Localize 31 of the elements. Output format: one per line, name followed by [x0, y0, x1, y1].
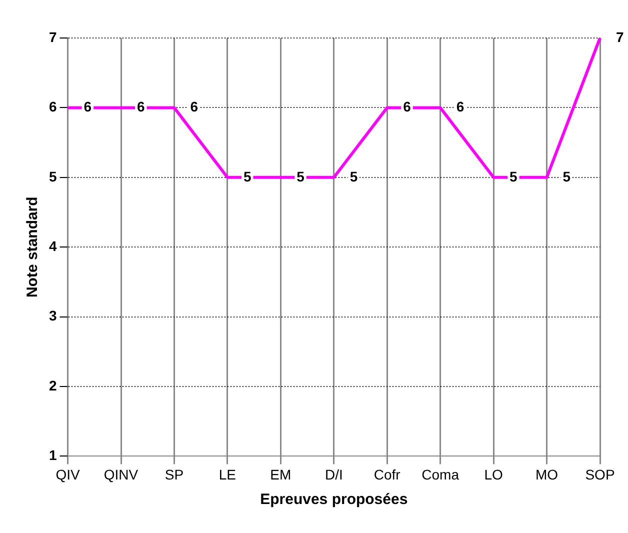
- data-label: 6: [137, 98, 146, 115]
- data-label: 5: [510, 168, 518, 184]
- x-tick-label: QINV: [104, 466, 139, 482]
- y-tick-label: 4: [48, 238, 57, 254]
- x-tick-label: D/I: [324, 466, 343, 482]
- y-axis-title: Note standard: [24, 196, 42, 298]
- data-label: 6: [456, 98, 464, 115]
- x-tick-label: Coma: [422, 466, 460, 482]
- x-axis-title: Epreuves proposées: [260, 491, 408, 508]
- y-tick-label: 1: [48, 447, 57, 464]
- data-label: 5: [562, 168, 571, 184]
- x-tick-label: QIV: [56, 466, 81, 482]
- x-tick-label: EM: [270, 466, 292, 482]
- x-tick-label: SOP: [585, 466, 615, 482]
- y-tick-label: 7: [48, 28, 57, 45]
- data-label: 6: [190, 98, 198, 115]
- y-tick-label: 3: [48, 308, 57, 324]
- data-label: 6: [403, 98, 412, 115]
- x-tick-label: Cofr: [374, 466, 401, 482]
- y-tick-label: 5: [48, 168, 57, 184]
- data-label: 5: [296, 168, 305, 184]
- x-tick-label: SP: [164, 466, 184, 482]
- data-label: 6: [84, 98, 92, 115]
- y-tick-label: 6: [48, 98, 57, 115]
- x-tick-label: MO: [535, 466, 558, 482]
- y-tick-label: 2: [48, 377, 57, 394]
- data-label: 7: [616, 28, 624, 45]
- x-tick-label: LO: [484, 466, 503, 482]
- x-tick-label: LE: [218, 466, 236, 482]
- data-label: 5: [243, 168, 252, 184]
- data-label: 5: [350, 168, 358, 184]
